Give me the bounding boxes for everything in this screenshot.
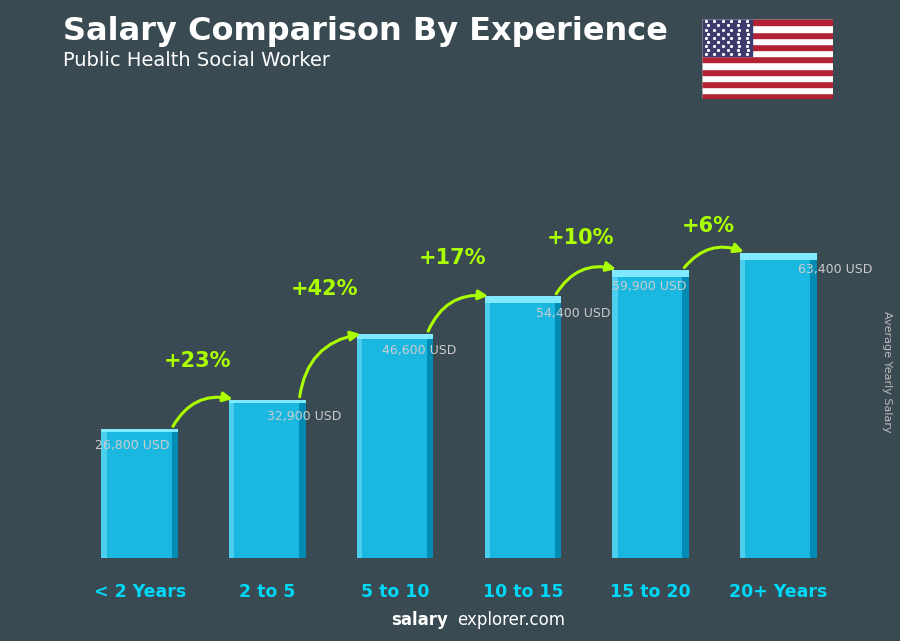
Text: salary: salary bbox=[392, 612, 448, 629]
Text: +10%: +10% bbox=[546, 228, 614, 248]
Text: 10 to 15: 10 to 15 bbox=[482, 583, 563, 601]
Bar bbox=[702, 26, 832, 31]
Text: Average Yearly Salary: Average Yearly Salary bbox=[881, 311, 892, 433]
Bar bbox=[702, 69, 832, 75]
Text: 26,800 USD: 26,800 USD bbox=[94, 440, 169, 453]
Bar bbox=[484, 296, 562, 303]
Text: Salary Comparison By Experience: Salary Comparison By Experience bbox=[63, 16, 668, 47]
Bar bbox=[740, 253, 745, 558]
Bar bbox=[612, 270, 617, 558]
Bar bbox=[356, 333, 434, 339]
Bar bbox=[702, 19, 832, 26]
Text: explorer.com: explorer.com bbox=[457, 612, 565, 629]
Text: 46,600 USD: 46,600 USD bbox=[382, 344, 456, 357]
Bar bbox=[230, 399, 306, 558]
Text: 5 to 10: 5 to 10 bbox=[361, 583, 429, 601]
Bar bbox=[102, 429, 178, 432]
Text: +42%: +42% bbox=[291, 279, 358, 299]
Bar bbox=[702, 62, 832, 69]
Text: 32,900 USD: 32,900 USD bbox=[267, 410, 342, 423]
Text: 59,900 USD: 59,900 USD bbox=[612, 280, 687, 294]
Bar bbox=[702, 93, 832, 99]
Bar bbox=[740, 253, 816, 558]
Bar bbox=[702, 19, 752, 56]
Text: < 2 Years: < 2 Years bbox=[94, 583, 185, 601]
Bar bbox=[102, 429, 107, 558]
Bar bbox=[702, 75, 832, 81]
Text: +6%: +6% bbox=[681, 215, 734, 236]
Bar bbox=[102, 429, 178, 558]
Bar bbox=[702, 38, 832, 44]
Bar bbox=[484, 296, 490, 558]
Bar bbox=[702, 56, 832, 62]
Text: Public Health Social Worker: Public Health Social Worker bbox=[63, 51, 330, 71]
Bar bbox=[682, 270, 688, 558]
Bar bbox=[702, 50, 832, 56]
Bar bbox=[356, 333, 362, 558]
Bar bbox=[702, 81, 832, 87]
Bar bbox=[356, 333, 434, 558]
Bar bbox=[230, 399, 306, 403]
Bar bbox=[702, 87, 832, 93]
Bar bbox=[702, 31, 832, 38]
Bar bbox=[612, 270, 688, 558]
Text: 15 to 20: 15 to 20 bbox=[610, 583, 691, 601]
Bar bbox=[300, 399, 306, 558]
Text: 20+ Years: 20+ Years bbox=[729, 583, 827, 601]
Bar bbox=[230, 399, 234, 558]
Text: 63,400 USD: 63,400 USD bbox=[797, 263, 872, 276]
Bar bbox=[612, 270, 688, 277]
Bar bbox=[172, 429, 178, 558]
Text: +17%: +17% bbox=[418, 248, 486, 268]
Bar bbox=[810, 253, 816, 558]
Bar bbox=[740, 253, 816, 260]
Text: 2 to 5: 2 to 5 bbox=[239, 583, 295, 601]
Bar bbox=[702, 44, 832, 50]
Bar bbox=[554, 296, 562, 558]
Bar bbox=[484, 296, 562, 558]
Text: 54,400 USD: 54,400 USD bbox=[536, 307, 610, 320]
Text: +23%: +23% bbox=[164, 351, 231, 371]
Bar bbox=[427, 333, 434, 558]
